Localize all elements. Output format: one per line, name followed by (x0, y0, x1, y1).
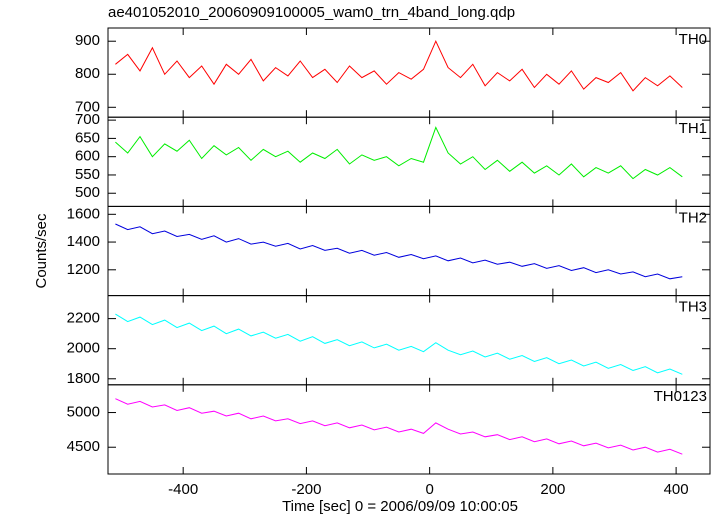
y-tick-label: 1400 (67, 233, 100, 250)
x-axis-label: Time [sec] 0 = 2006/09/09 10:00:05 (282, 498, 518, 515)
light-curve (115, 126, 683, 180)
y-tick-label: 700 (75, 111, 100, 128)
y-tick-label: 900 (75, 32, 100, 49)
panel-label: TH0 (679, 31, 707, 48)
panel-label: TH1 (679, 120, 707, 137)
y-tick-label: 5000 (67, 404, 100, 421)
y-tick-label: 700 (75, 98, 100, 115)
panel-label: TH2 (679, 209, 707, 226)
y-tick-label: 550 (75, 166, 100, 183)
y-tick-label: 600 (75, 148, 100, 165)
light-curve (115, 398, 683, 455)
panel-frame (107, 205, 711, 297)
y-tick-label: 1200 (67, 261, 100, 278)
y-tick-label: 2000 (67, 340, 100, 357)
y-tick-label: 4500 (67, 438, 100, 455)
panel-frame (107, 116, 711, 207)
x-tick-label: 200 (540, 481, 565, 498)
panel-label: TH3 (679, 299, 707, 316)
x-tick-label: 0 (425, 481, 433, 498)
y-tick-label: 500 (75, 184, 100, 201)
y-tick-label: 2200 (67, 310, 100, 327)
y-axis-label: Counts/sec (33, 213, 50, 289)
x-tick-label: -400 (168, 481, 198, 498)
light-curve (115, 39, 683, 92)
panel-frame (107, 27, 711, 118)
light-curve (115, 313, 683, 375)
chart-title: ae401052010_20060909100005_wam0_trn_4ban… (108, 4, 515, 21)
y-tick-label: 650 (75, 129, 100, 146)
x-tick-label: 400 (664, 481, 689, 498)
x-tick-label: -200 (291, 481, 321, 498)
y-tick-label: 1600 (67, 205, 100, 222)
y-tick-label: 1800 (67, 370, 100, 387)
panel-frame (107, 295, 711, 386)
y-tick-label: 800 (75, 65, 100, 82)
panel-frame (107, 384, 711, 475)
light-curve (115, 223, 683, 280)
panel-label: TH0123 (654, 388, 707, 405)
